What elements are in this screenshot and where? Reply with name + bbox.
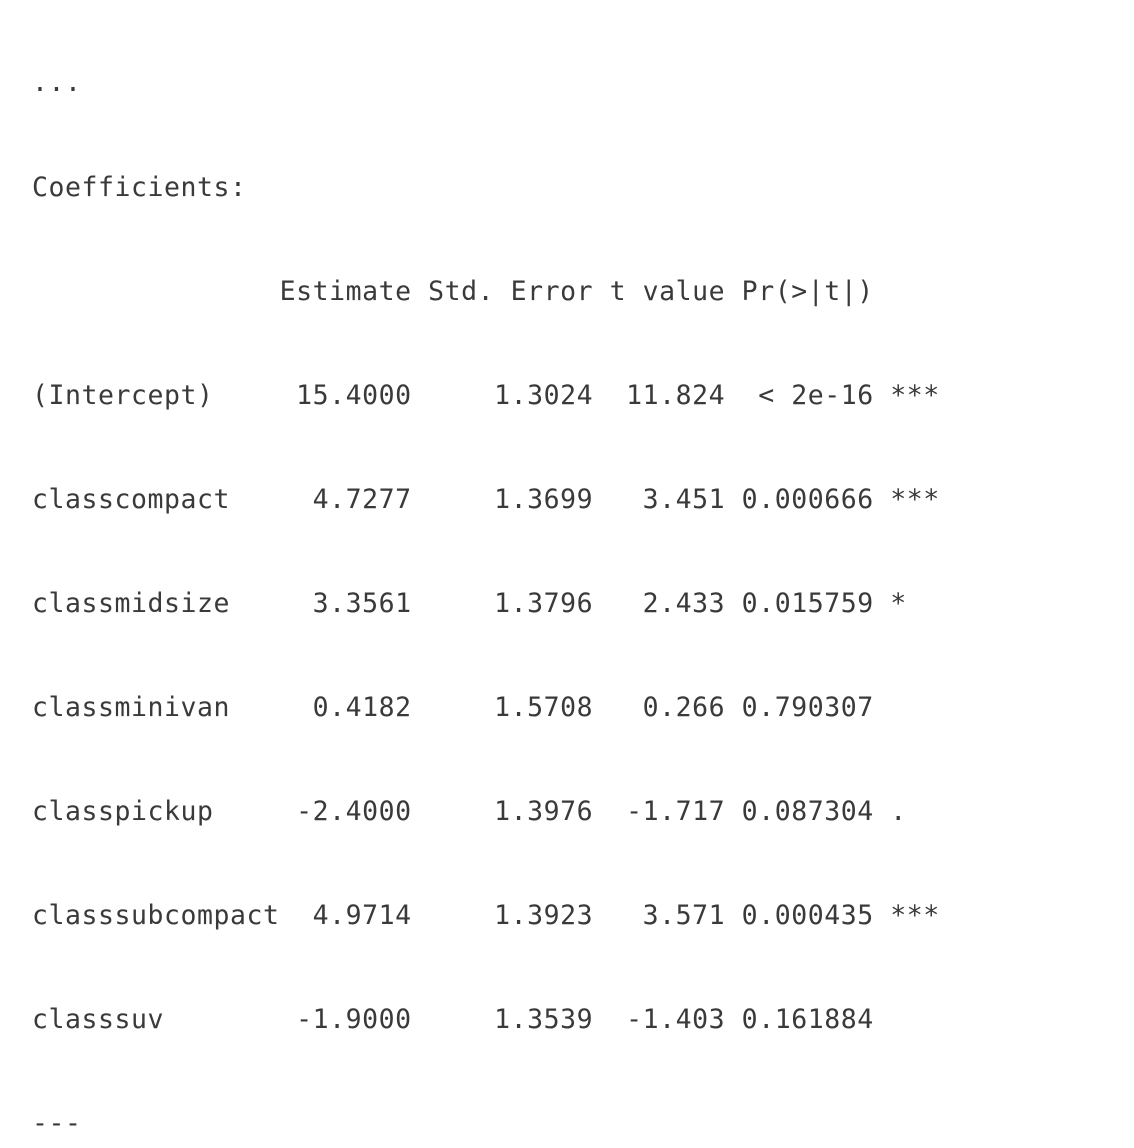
r-console-output: ... Coefficients: Estimate Std. Error t … <box>32 0 1055 1148</box>
coefficient-row-classmidsize: classmidsize 3.3561 1.3796 2.433 0.01575… <box>32 587 940 619</box>
coefficient-row-classpickup: classpickup -2.4000 1.3976 -1.717 0.0873… <box>32 796 940 828</box>
separator-line: --- <box>32 1108 82 1140</box>
ellipsis-line: ... <box>32 67 82 99</box>
coefficient-row-intercept: (Intercept) 15.4000 1.3024 11.824 < 2e-1… <box>32 379 940 411</box>
coefficient-row-classsubcompact: classsubcompact 4.9714 1.3923 3.571 0.00… <box>32 900 940 932</box>
coefficient-row-classsuv: classsuv -1.9000 1.3539 -1.403 0.161884 <box>32 1004 940 1036</box>
coefficients-table-header: Estimate Std. Error t value Pr(>|t|) <box>32 275 940 307</box>
coefficients-label: Coefficients: <box>32 171 247 203</box>
coefficient-row-classminivan: classminivan 0.4182 1.5708 0.266 0.79030… <box>32 691 940 723</box>
coefficient-row-classcompact: classcompact 4.7277 1.3699 3.451 0.00066… <box>32 483 940 515</box>
